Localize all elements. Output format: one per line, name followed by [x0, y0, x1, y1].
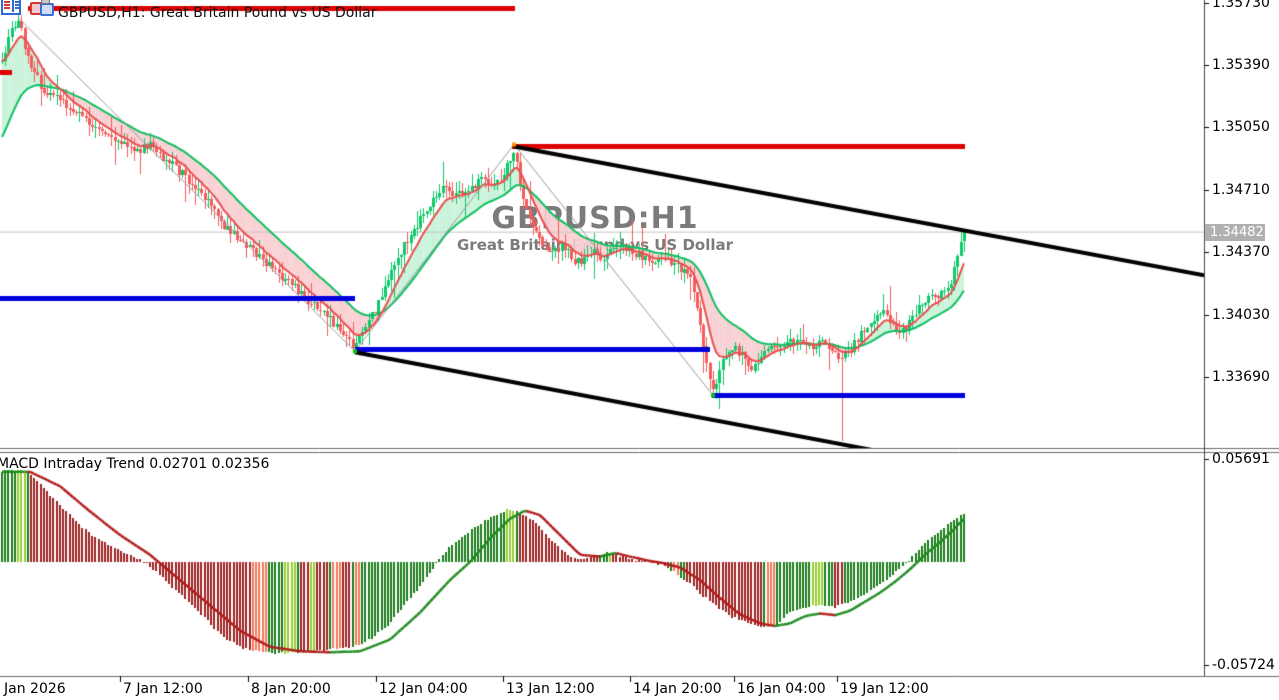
price-tick-label: 1.35390 [1212, 57, 1270, 73]
current-price-badge: 1.34482 [1205, 224, 1265, 241]
blue-clipboard-icon[interactable] [40, 3, 54, 16]
time-tick-label: 7 Jan 12:00 [123, 681, 203, 697]
price-tick-label: 1.35050 [1212, 119, 1270, 135]
time-tick-label: 8 Jan 20:00 [251, 681, 331, 697]
time-tick-label: 19 Jan 12:00 [840, 681, 929, 697]
chart-title: GBPUSD,H1: Great Britain Pound vs US Dol… [58, 5, 377, 21]
price-tick-label: 1.34710 [1212, 182, 1270, 198]
time-tick-label: 14 Jan 20:00 [633, 681, 722, 697]
icon-left-pane [4, 0, 11, 12]
chart-windows-icon[interactable] [1, 0, 21, 15]
price-tick-label: 1.33690 [1212, 369, 1270, 385]
price-tick-label: 1.35730 [1212, 0, 1270, 11]
icon-right-pane [12, 0, 22, 12]
time-tick-label: Jan 2026 [4, 681, 66, 697]
price-tick-label: 1.34030 [1212, 307, 1270, 323]
macd-tick-label: 0.05691 [1212, 451, 1270, 467]
clipboard-clip-icon [41, 0, 50, 4]
macd-tick-label: -0.05724 [1212, 657, 1275, 673]
time-tick-label: 13 Jan 12:00 [506, 681, 595, 697]
time-tick-label: 12 Jan 04:00 [379, 681, 468, 697]
time-tick-label: 16 Jan 04:00 [737, 681, 826, 697]
chart-header: GBPUSD,H1: Great Britain Pound vs US Dol… [0, 0, 900, 26]
macd-indicator-label: MACD Intraday Trend 0.02701 0.02356 [0, 456, 270, 472]
price-tick-label: 1.34370 [1212, 244, 1270, 260]
